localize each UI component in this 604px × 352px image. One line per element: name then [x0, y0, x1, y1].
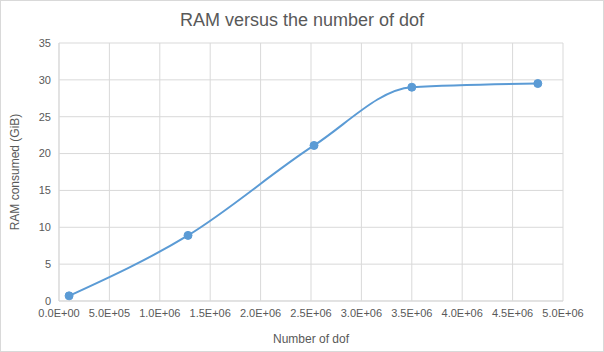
- svg-text:3.0E+06: 3.0E+06: [341, 307, 382, 319]
- svg-text:RAM consumed (GiB): RAM consumed (GiB): [8, 114, 22, 231]
- svg-text:Number of dof: Number of dof: [273, 332, 350, 346]
- svg-text:0: 0: [45, 295, 51, 307]
- svg-text:4.0E+06: 4.0E+06: [442, 307, 483, 319]
- svg-text:1.0E+06: 1.0E+06: [139, 307, 180, 319]
- svg-text:30: 30: [39, 74, 51, 86]
- svg-text:5.0E+05: 5.0E+05: [89, 307, 130, 319]
- svg-text:1.5E+06: 1.5E+06: [190, 307, 231, 319]
- svg-text:4.5E+06: 4.5E+06: [492, 307, 533, 319]
- svg-text:10: 10: [39, 221, 51, 233]
- svg-text:5.0E+06: 5.0E+06: [542, 307, 583, 319]
- svg-text:15: 15: [39, 184, 51, 196]
- svg-text:5: 5: [45, 258, 51, 270]
- html-text:RAM versus the number of dof: RAM versus the number of dof: [179, 10, 424, 30]
- svg-text:2.5E+06: 2.5E+06: [290, 307, 331, 319]
- svg-text:20: 20: [39, 147, 51, 159]
- svg-text:3.5E+06: 3.5E+06: [391, 307, 432, 319]
- svg-text:25: 25: [39, 111, 51, 123]
- svg-text:0.0E+00: 0.0E+00: [38, 307, 79, 319]
- svg-text:2.0E+06: 2.0E+06: [240, 307, 281, 319]
- svg-text:35: 35: [39, 39, 51, 49]
